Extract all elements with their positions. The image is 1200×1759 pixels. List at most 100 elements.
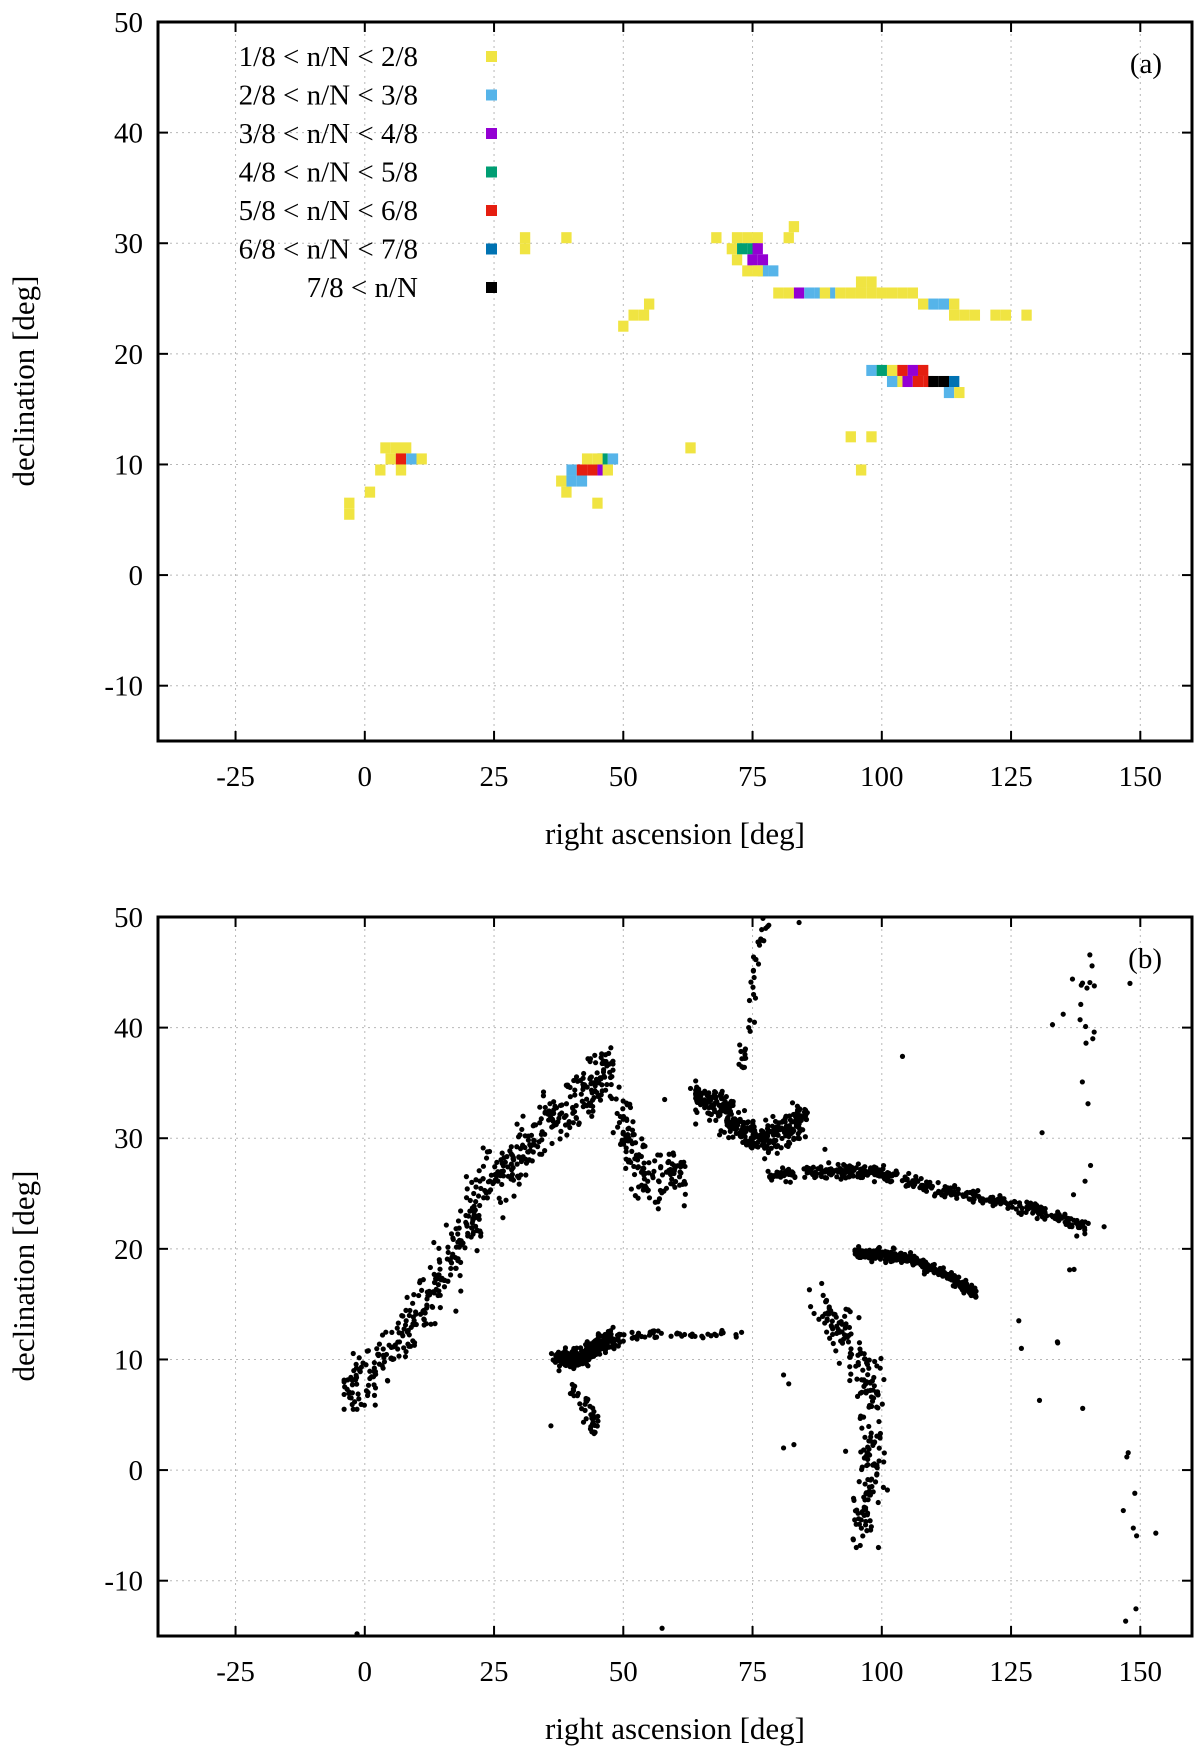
- heatmap-cell: [581, 453, 593, 465]
- scatter-point: [856, 1246, 862, 1252]
- scatter-point: [748, 1144, 754, 1150]
- scatter-point: [448, 1260, 455, 1266]
- scatter-point: [811, 1310, 817, 1317]
- scatter-point: [550, 1357, 556, 1363]
- scatter-point: [692, 1333, 698, 1339]
- scatter-point: [447, 1272, 454, 1278]
- scatter-point: [656, 1196, 663, 1202]
- panel-a-ytick-label: 20: [114, 339, 143, 371]
- scatter-point: [820, 1169, 827, 1175]
- scatter-point: [655, 1328, 661, 1334]
- scatter-point: [800, 1127, 806, 1133]
- scatter-point: [712, 1108, 718, 1115]
- scatter-point: [1030, 1204, 1036, 1210]
- scatter-point: [903, 1177, 909, 1183]
- scatter-point: [436, 1288, 442, 1294]
- scatter-point: [876, 1418, 882, 1425]
- scatter-point: [748, 979, 754, 985]
- scatter-point: [465, 1233, 471, 1239]
- scatter-point: [774, 1169, 780, 1175]
- scatter-point: [858, 1449, 864, 1455]
- scatter-point: [1011, 1198, 1018, 1205]
- scatter-point: [492, 1164, 498, 1170]
- scatter-point: [945, 1275, 951, 1281]
- scatter-point: [833, 1348, 839, 1354]
- scatter-point: [774, 1150, 780, 1156]
- scatter-point: [346, 1390, 352, 1397]
- scatter-point: [713, 1117, 719, 1123]
- scatter-point: [488, 1172, 494, 1178]
- scatter-point: [730, 1134, 736, 1140]
- scatter-point: [615, 1124, 621, 1130]
- scatter-point: [1077, 1224, 1083, 1231]
- scatter-point: [436, 1257, 442, 1263]
- scatter-point: [404, 1294, 410, 1301]
- scatter-point: [687, 1085, 694, 1092]
- scatter-point: [480, 1145, 486, 1151]
- scatter-point: [483, 1155, 490, 1161]
- scatter-point: [735, 1109, 742, 1116]
- scatter-point: [716, 1109, 723, 1115]
- scatter-point: [427, 1264, 433, 1271]
- scatter-point: [697, 1102, 704, 1108]
- scatter-point: [473, 1177, 479, 1183]
- scatter-point: [374, 1346, 380, 1352]
- heatmap-cell: [876, 287, 887, 299]
- scatter-point: [881, 1459, 887, 1465]
- scatter-point: [525, 1149, 531, 1155]
- legend-swatch: [486, 243, 497, 255]
- scatter-point: [751, 1019, 758, 1025]
- scatter-point: [866, 1423, 872, 1430]
- scatter-point: [861, 1383, 867, 1389]
- scatter-point: [860, 1367, 866, 1373]
- scatter-point: [564, 1132, 570, 1138]
- scatter-point: [791, 1442, 797, 1448]
- heatmap-cell: [938, 298, 950, 310]
- heatmap-cell: [395, 464, 407, 476]
- scatter-point: [878, 1172, 884, 1179]
- scatter-point: [593, 1076, 600, 1082]
- scatter-point: [1042, 1209, 1048, 1216]
- scatter-point: [1060, 1011, 1066, 1017]
- scatter-point: [868, 1430, 874, 1436]
- scatter-point: [607, 1093, 613, 1099]
- scatter-point: [573, 1074, 580, 1080]
- heatmap-cell: [773, 287, 784, 299]
- scatter-point: [707, 1094, 713, 1100]
- scatter-point: [389, 1329, 395, 1335]
- scatter-point: [819, 1280, 825, 1287]
- scatter-point: [668, 1333, 674, 1339]
- scatter-point: [1082, 1227, 1088, 1233]
- scatter-point: [372, 1385, 379, 1391]
- scatter-point: [852, 1247, 858, 1253]
- scatter-point: [1087, 979, 1093, 986]
- scatter-point: [590, 1080, 596, 1086]
- scatter-point: [531, 1137, 537, 1143]
- scatter-point: [458, 1288, 464, 1294]
- scatter-point: [822, 1146, 828, 1152]
- scatter-point: [791, 1135, 797, 1141]
- scatter-point: [639, 1136, 645, 1142]
- scatter-point: [928, 1185, 935, 1191]
- scatter-point: [578, 1091, 584, 1097]
- scatter-point: [836, 1166, 843, 1172]
- scatter-point: [783, 1179, 789, 1185]
- scatter-point: [601, 1067, 607, 1073]
- scatter-point: [867, 1518, 873, 1524]
- scatter-point: [863, 1253, 869, 1260]
- scatter-point: [789, 1100, 796, 1106]
- scatter-point: [879, 1401, 885, 1407]
- heatmap-cell: [907, 364, 918, 376]
- scatter-point: [862, 1388, 869, 1395]
- scatter-point: [1133, 1606, 1139, 1612]
- panel-b-scatter: -25 0 25 50 75 100 125 150 -10 0 10 20 30 40 50 (b) ri…: [6, 902, 1194, 1746]
- scatter-point: [588, 1423, 594, 1430]
- scatter-point: [935, 1179, 941, 1186]
- heatmap-cell: [928, 375, 939, 388]
- scatter-point: [516, 1154, 522, 1160]
- scatter-point: [471, 1213, 477, 1219]
- panel-b-ytick-label: 50: [114, 902, 143, 934]
- scatter-point: [432, 1321, 438, 1327]
- scatter-point: [467, 1197, 473, 1204]
- scatter-point: [1089, 963, 1095, 969]
